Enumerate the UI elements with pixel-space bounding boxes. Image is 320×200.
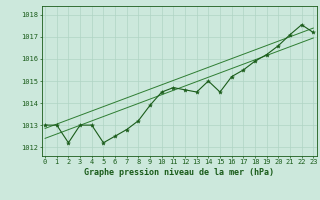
X-axis label: Graphe pression niveau de la mer (hPa): Graphe pression niveau de la mer (hPa) [84,168,274,177]
